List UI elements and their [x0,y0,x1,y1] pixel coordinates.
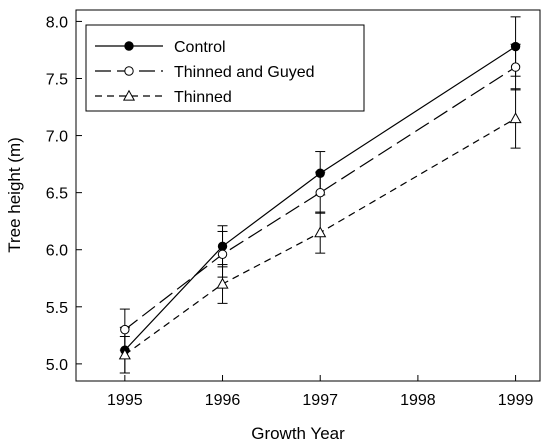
series-line-3 [124,117,516,356]
y-tick-label-5.0: 5.0 [46,357,68,374]
data-point-3-4 [509,112,522,124]
x-tick-label-1998: 1998 [400,392,436,409]
x-tick-label-1999: 1999 [498,392,534,409]
y-tick-label-6.0: 6.0 [46,243,68,260]
x-tick-label-1997: 1997 [302,392,338,409]
data-point-3-3 [314,226,327,238]
legend: Control Thinned and Guyed Thinned [85,24,365,112]
y-tick-label-6.5: 6.5 [46,186,68,203]
data-point-2-2 [217,249,228,259]
x-tick-label-1996: 1996 [205,392,241,409]
y-tick-label-8.0: 8.0 [46,14,68,31]
axes: 1995 1996 1997 1998 1999 5.0 5.5 6.0 6.5 7.0 7.5 8.… [46,14,534,409]
y-axis-title: Tree height (m) [5,137,24,253]
legend-marker-1 [124,41,134,51]
x-axis-title: Growth Year [251,424,345,443]
series-3 [118,88,522,374]
series-layer [118,16,522,374]
legend-marker-2 [124,66,134,76]
legend-label-3: Thinned [174,89,232,106]
y-tick-label-5.5: 5.5 [46,300,68,317]
y-tick-label-7.5: 7.5 [46,71,68,88]
series-line-1 [124,46,516,351]
data-point-2-3 [315,187,325,198]
legend-label-1: Control [174,39,226,56]
legend-marker-3 [122,89,136,101]
data-point-3-1 [118,348,131,360]
x-tick-label-1995: 1995 [107,392,143,409]
plot-frame [75,9,541,382]
data-point-2-4 [510,62,521,72]
legend-label-2: Thinned and Guyed [174,64,315,81]
data-point-2-1 [120,324,130,335]
y-tick-label-7.0: 7.0 [46,129,68,146]
series-line-2 [124,66,516,331]
data-point-3-2 [216,277,229,289]
